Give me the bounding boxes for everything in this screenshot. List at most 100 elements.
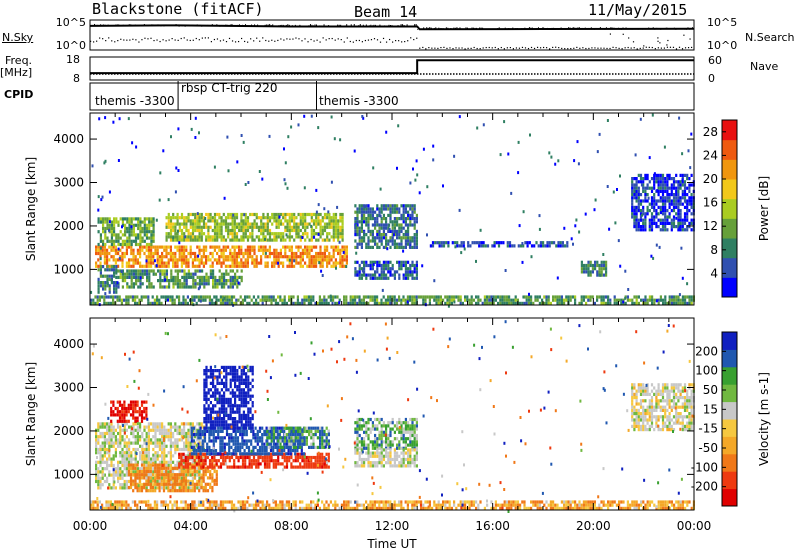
power-cbar-tick-label: 8 xyxy=(710,243,718,257)
xtick-label: 12:00 xyxy=(375,519,410,533)
freq-nave-panel xyxy=(90,59,694,75)
power-cbar-tick-label: 20 xyxy=(703,172,718,186)
power-cbar-tick-label: 28 xyxy=(703,125,718,139)
xtick-label: 20:00 xyxy=(576,519,611,533)
xtick-label: 08:00 xyxy=(274,519,309,533)
xtick-label: 16:00 xyxy=(475,519,510,533)
beam-label: Beam 14 xyxy=(354,3,418,21)
program-label-1: themis -3300 xyxy=(95,94,175,108)
velocity-cbar-label: Velocity [m s-1] xyxy=(757,372,771,466)
velocity-ylabel: Slant Range [km] xyxy=(24,362,38,466)
power-colorbar-cell xyxy=(722,159,737,180)
power-colorbar-cell xyxy=(722,179,737,200)
program-label-2: rbsp CT-trig 220 xyxy=(181,81,278,95)
velocity-colorbar-cell xyxy=(722,349,737,368)
power-cbar-tick-label: 12 xyxy=(703,219,718,233)
xtick-label: 00:00 xyxy=(677,519,712,533)
freq-frame xyxy=(89,56,695,81)
power-cbar-label: Power [dB] xyxy=(757,176,771,241)
power-ytick-label: 1000 xyxy=(53,262,84,276)
heat-region xyxy=(90,500,695,510)
heat-region xyxy=(178,452,330,469)
velocity-cbar-tick-label: 100 xyxy=(695,364,718,378)
power-cbar-tick-label: 16 xyxy=(703,196,718,210)
velocity-colorbar-cell xyxy=(722,401,737,420)
velocity-ytick-label: 4000 xyxy=(53,337,84,351)
power-colorbar-cell xyxy=(722,238,737,259)
velocity-cbar-tick-label: 15 xyxy=(703,402,718,416)
heat-region xyxy=(97,217,155,247)
nsearch-tick-label: 10^0 xyxy=(707,39,737,52)
power-panel-cells xyxy=(90,113,695,308)
velocity-cbar-tick-label: -50 xyxy=(698,441,718,455)
power-ylabel: Slant Range [km] xyxy=(24,157,38,261)
velocity-colorbar-cell xyxy=(722,384,737,403)
velocity-ytick-label: 1000 xyxy=(53,467,84,481)
velocity-cbar-tick-label: -200 xyxy=(691,480,718,494)
velocity-colorbar-cell xyxy=(722,419,737,437)
nsky-spikes xyxy=(89,23,695,30)
heat-region xyxy=(354,448,418,468)
power-cbar-tick-label: 4 xyxy=(710,266,718,280)
noise-frame xyxy=(89,19,695,51)
heat-region xyxy=(266,426,330,449)
freq-tick-label: 8 xyxy=(73,72,80,85)
nsky-tick-label: 10^5 xyxy=(56,16,86,29)
power-colorbar-cell xyxy=(722,139,737,160)
power-colorbar-cell xyxy=(722,277,737,298)
heat-region xyxy=(90,295,695,305)
heat-region xyxy=(580,260,608,277)
nsky-line xyxy=(89,24,695,31)
power-cbar-tick-label: 24 xyxy=(703,148,718,162)
velocity-cbar-tick-label: 200 xyxy=(695,344,718,358)
heat-region xyxy=(165,212,344,242)
velocity-ytick-label: 3000 xyxy=(53,381,84,395)
power-colorbar-cell xyxy=(722,198,737,219)
heat-region xyxy=(354,417,418,450)
date-label: 11/May/2015 xyxy=(588,1,688,19)
velocity-panel xyxy=(90,320,695,513)
velocity-cbar-tick-label: -100 xyxy=(691,460,718,474)
velocity-colorbar-cell xyxy=(722,436,737,455)
nave-label: Nave xyxy=(750,60,779,73)
scatter-points xyxy=(90,113,693,308)
velocity-panel-cells xyxy=(90,320,695,513)
power-panel xyxy=(90,113,695,308)
cpid-label: CPID xyxy=(4,88,34,101)
axes xyxy=(89,19,695,511)
velocity-colorbar-cell xyxy=(722,332,737,350)
nsky-tick-label: 10^0 xyxy=(56,39,86,52)
nsearch-dots xyxy=(90,33,693,50)
noise-panel xyxy=(89,23,695,50)
nave-tick-label: 60 xyxy=(708,54,722,67)
cpid-frame xyxy=(89,82,695,111)
power-colorbar-cell xyxy=(722,120,737,141)
nsearch-tick-label: 10^5 xyxy=(707,16,737,29)
heat-region xyxy=(354,260,418,280)
xtick-label: 04:00 xyxy=(173,519,208,533)
heat-region xyxy=(110,400,148,423)
power-ytick-label: 3000 xyxy=(53,176,84,190)
power-colorbar-cell xyxy=(722,257,737,278)
xtick-label: 00:00 xyxy=(73,519,108,533)
velocity-colorbar-cell xyxy=(722,488,737,507)
freq-tick-label: 18 xyxy=(66,53,80,66)
colorbars xyxy=(721,119,738,507)
freq-unit-label: [MHz] xyxy=(0,66,33,79)
station-title: Blackstone (fitACF) xyxy=(92,0,264,18)
program-label-3: themis -3300 xyxy=(319,94,399,108)
velocity-cbar-tick-label: -15 xyxy=(698,422,718,436)
power-ytick-label: 4000 xyxy=(53,132,84,146)
nave-tick-label: 0 xyxy=(708,72,715,85)
velocity-ytick-label: 2000 xyxy=(53,424,84,438)
freq-label: Freq. xyxy=(5,54,33,67)
heat-region xyxy=(97,265,118,294)
velocity-colorbar-cell xyxy=(722,366,737,385)
xaxis-label: Time UT xyxy=(366,537,417,551)
axis-text: 10^510^010^510^01886001000200030004000Sl… xyxy=(24,16,771,551)
heat-region xyxy=(203,365,254,430)
power-colorbar-cell xyxy=(722,218,737,239)
cpid-panel xyxy=(177,81,317,110)
freq-line xyxy=(90,59,694,75)
